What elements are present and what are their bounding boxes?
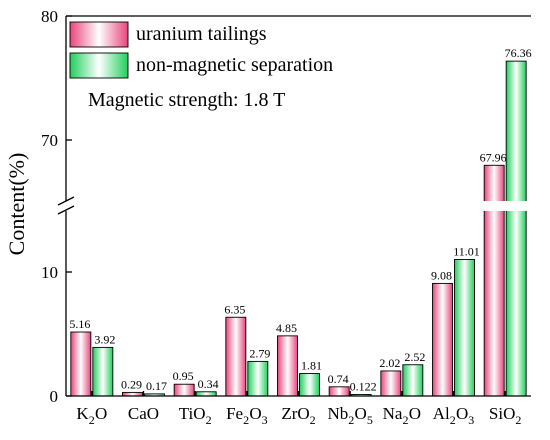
legend-label-non-magnetic-separation: non-magnetic separation (136, 54, 333, 76)
bar-series-0-cat-7 (432, 282, 453, 397)
bar-value-label: 3.92 (94, 332, 115, 346)
y-tick-label: 10 (41, 263, 58, 282)
bar-value-label: 0.29 (121, 377, 142, 391)
bar-value-label: 2.02 (379, 356, 400, 370)
axis-break-mark-lower (57, 205, 75, 215)
bar-series-0-cat-2 (173, 383, 195, 397)
bar-value-label: 0.122 (350, 379, 377, 393)
bar-value-label: 0.95 (173, 369, 194, 383)
bar-value-label: 9.08 (431, 268, 452, 282)
bar-value-label: 2.79 (249, 346, 270, 360)
bar-value-label: 0.34 (198, 377, 219, 391)
axis-break-mark-upper (57, 196, 75, 206)
legend-label-uranium-tailings: uranium tailings (136, 23, 267, 45)
y-ticks: 0 10 70 80 (41, 7, 72, 406)
bar-series-1-cat-6 (402, 364, 424, 397)
x-tick-label: K2 O (76, 404, 107, 427)
x-tick-label: Al2 O3 (433, 404, 475, 427)
legend-swatch-uranium-tailings (69, 21, 129, 48)
bar-series-0-cat-8 (483, 164, 505, 397)
bar-series-1-cat-7 (454, 259, 475, 397)
bar-value-label: 6.35 (224, 302, 245, 316)
y-tick-label: 0 (50, 387, 59, 406)
bar-value-label: 67.96 (480, 150, 507, 164)
axis-break (57, 196, 78, 215)
legend-swatch-non-magnetic-separation (69, 52, 129, 79)
bar-value-label: 4.85 (276, 321, 297, 335)
x-tick-label: TiO2 (179, 404, 212, 427)
magnetic-strength-annotation: Magnetic strength: 1.8 T (88, 89, 285, 111)
bar-value-label: 11.01 (453, 244, 480, 258)
x-tick-label: Na2 O (383, 404, 421, 427)
bar-series-0-cat-5 (328, 386, 350, 397)
bar-series-1-cat-8 (505, 60, 527, 397)
y-tick-label: 80 (41, 7, 58, 26)
bar-value-label: 0.17 (146, 379, 167, 393)
bar-value-label: 2.52 (404, 350, 425, 364)
x-tick-labels: K2 O CaO TiO2 Fe2 O3 ZrO2 Nb2 O5 Na2 O Al2 … (76, 391, 521, 427)
bar-break-gap (482, 201, 529, 211)
bar-series-0-cat-3 (225, 316, 247, 397)
bar-value-label: 76.36 (505, 46, 532, 60)
axis-break-gap (58, 201, 78, 211)
bar-series-0-cat-6 (380, 370, 402, 397)
x-tick-label: Fe2 O3 (226, 404, 268, 427)
y-axis-title: Content(%) (4, 153, 29, 256)
bar-series-1-cat-3 (247, 360, 269, 397)
x-tick-label: SiO2 (489, 404, 521, 427)
bar-series-0-cat-4 (277, 335, 298, 397)
y-tick-label: 70 (41, 131, 58, 150)
bar-value-labels: 5.16 3.92 0.29 0.17 0.95 0.34 6.35 2.79 4.85 1.81… (69, 46, 531, 393)
legend: uranium tailings non-magnetic separation (69, 21, 333, 79)
bar-value-label: 0.74 (328, 372, 349, 386)
bar-value-label: 5.16 (69, 317, 90, 331)
x-tick-label: ZrO2 (281, 404, 315, 427)
bar-value-label: 1.81 (301, 359, 322, 373)
bar-series-1-cat-4 (299, 373, 320, 397)
bars-group (70, 60, 529, 397)
bar-series-1-cat-0 (92, 346, 114, 397)
x-tick-label: Nb2 O5 (328, 404, 373, 427)
x-tick-label: CaO (128, 404, 159, 423)
bar-series-0-cat-0 (70, 331, 92, 397)
